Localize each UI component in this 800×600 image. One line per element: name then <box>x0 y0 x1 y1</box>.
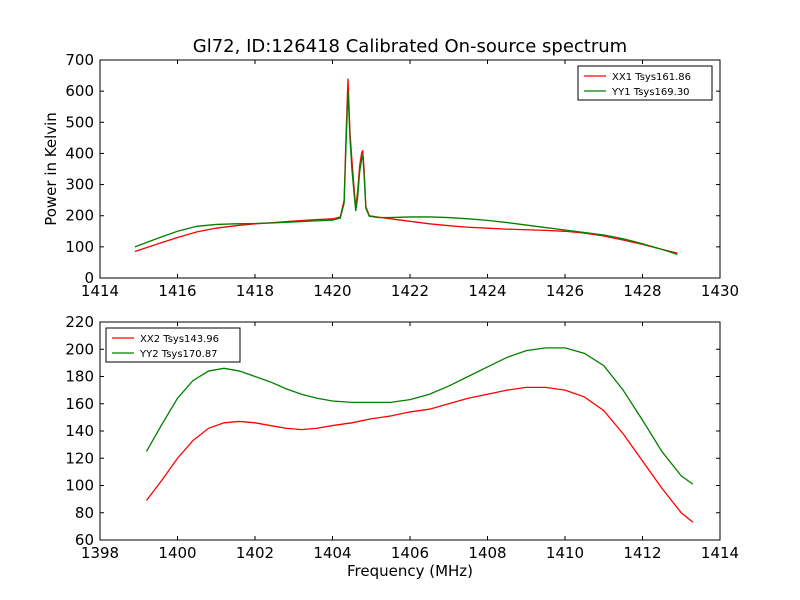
x-tick-label: 1400 <box>158 544 196 562</box>
y-tick-label: 160 <box>65 395 94 413</box>
y-tick-label: 80 <box>75 504 94 522</box>
x-tick-label: 1416 <box>158 282 196 300</box>
legend: XX2 Tsys143.96 YY2 Tsys170.87 <box>105 327 241 363</box>
x-tick-label: 1412 <box>623 544 661 562</box>
x-tick-label: 1408 <box>468 544 506 562</box>
legend: XX1 Tsys161.86 YY1 Tsys169.30 <box>577 65 713 101</box>
legend-box <box>105 327 241 363</box>
y-tick-label: 100 <box>65 477 94 495</box>
y-tick-label: 220 <box>65 313 94 331</box>
x-tick-label: 1426 <box>546 282 584 300</box>
y-tick-label: 140 <box>65 422 94 440</box>
x-tick-label: 1424 <box>468 282 506 300</box>
y-tick-label: 700 <box>65 51 94 69</box>
y-tick-label: 300 <box>65 176 94 194</box>
legend-label: YY2 Tsys170.87 <box>139 349 218 360</box>
x-tick-label: 1428 <box>623 282 661 300</box>
x-tick-label: 1418 <box>236 282 274 300</box>
x-tick-label: 1398 <box>81 544 119 562</box>
x-tick-label: 1402 <box>236 544 274 562</box>
legend-box <box>577 65 713 101</box>
figure-title: Gl72, ID:126418 Calibrated On-source spe… <box>193 36 627 57</box>
x-tick-label: 1414 <box>81 282 119 300</box>
y-tick-label: 0 <box>84 269 94 287</box>
legend-label: XX1 Tsys161.86 <box>612 72 691 83</box>
x-tick-label: 1410 <box>546 544 584 562</box>
x-tick-label: 1422 <box>391 282 429 300</box>
series-line-2 <box>145 347 694 485</box>
x-tick-label: 1420 <box>313 282 351 300</box>
subplot-1: 1414 1416 1418 1420 1422 1424 1426 1428 1430 0 100… <box>42 51 739 300</box>
y-tick-label: 120 <box>65 449 94 467</box>
y-tick-label: 180 <box>65 368 94 386</box>
y-axis-label: Power in Kelvin <box>42 112 60 226</box>
y-tick-label: 100 <box>65 238 94 256</box>
legend-label: XX2 Tsys143.96 <box>140 334 219 345</box>
y-tick-label: 200 <box>65 340 94 358</box>
axes-layer: 1414 1416 1418 1420 1422 1424 1426 1428 1430 0 100… <box>42 51 739 580</box>
x-tick-label: 1430 <box>701 282 739 300</box>
legend-label: YY1 Tsys169.30 <box>611 87 690 98</box>
y-tick-label: 200 <box>65 207 94 225</box>
x-axis-label: Frequency (MHz) <box>347 562 473 580</box>
x-tick-label: 1406 <box>391 544 429 562</box>
y-tick-label: 500 <box>65 113 94 131</box>
subplot-2: 1398 1400 1402 1404 1406 1408 1410 1412 1414 60 80… <box>65 313 739 580</box>
x-tick-label: 1404 <box>313 544 351 562</box>
series-line-2 <box>134 91 678 255</box>
series-line-1 <box>145 386 694 523</box>
y-tick-label: 60 <box>75 531 94 549</box>
y-tick-label: 400 <box>65 144 94 162</box>
y-tick-label: 600 <box>65 82 94 100</box>
x-tick-label: 1414 <box>701 544 739 562</box>
